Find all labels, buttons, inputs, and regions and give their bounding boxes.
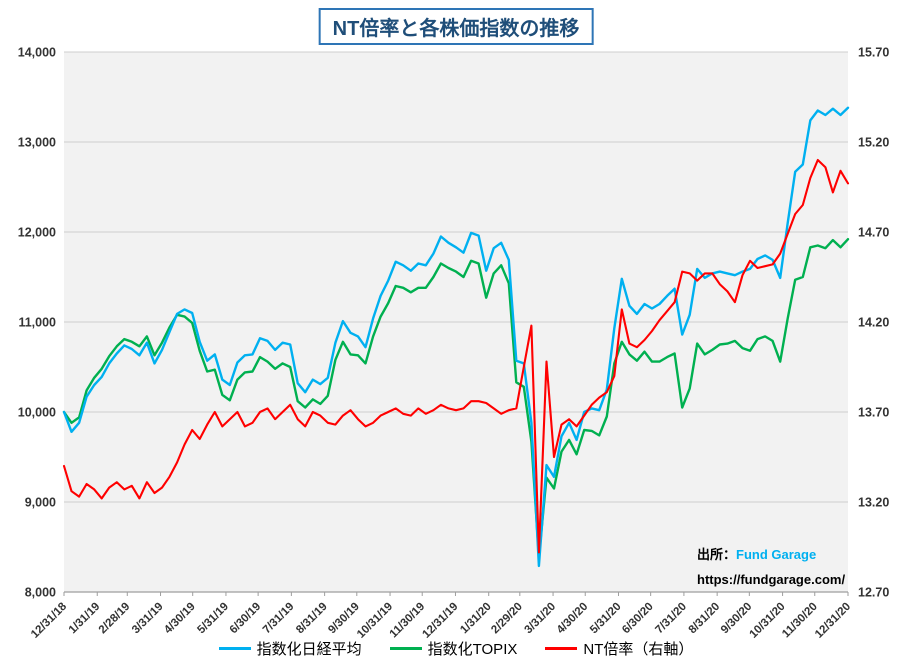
right-axis-tick-label: 14.70 [858, 226, 889, 240]
right-axis-tick-label: 15.20 [858, 136, 889, 150]
chart-title: NT倍率と各株価指数の推移 [318, 8, 594, 45]
x-axis-tick-label: 2/28/19 [97, 601, 133, 637]
right-axis-tick-label: 13.20 [858, 496, 889, 510]
source-url: https://fundgarage.com/ [697, 572, 846, 588]
topix-line-swatch [389, 647, 422, 650]
x-axis-tick-label: 6/30/20 [620, 601, 656, 637]
legend: 指数化日経平均 指数化TOPIX NT倍率（右軸） [0, 638, 912, 659]
x-axis-tick-label: 5/31/19 [195, 601, 231, 637]
nt-ratio-line [62, 158, 850, 554]
left-axis-tick-label: 14,000 [18, 46, 56, 60]
source-line: 出所：Fund Garage [697, 542, 845, 567]
x-axis-tick-label: 3/31/19 [130, 601, 166, 637]
x-axis-tick-label: 12/31/19 [420, 601, 460, 641]
x-axis-tick-label: 10/31/20 [748, 601, 788, 641]
x-axis-tick-label: 4/30/20 [555, 601, 591, 637]
topix-line [62, 237, 850, 559]
x-axis-tick-label: 12/31/18 [29, 600, 70, 641]
nikkei-line-swatch [218, 647, 251, 650]
legend-item-nikkei: 指数化日経平均 [218, 638, 362, 659]
source-note: 出所：Fund Garage https://fundgarage.com/ [697, 542, 845, 593]
right-axis-tick-label: 12.70 [858, 586, 889, 600]
x-axis-tick-label: 1/31/19 [67, 601, 103, 637]
left-axis-tick-label: 8,000 [25, 586, 56, 600]
x-axis-tick-label: 7/31/20 [653, 601, 689, 637]
legend-item-nt-ratio: NT倍率（右軸） [545, 638, 693, 659]
left-axis-tick-label: 12,000 [18, 226, 56, 240]
legend-label-nikkei: 指数化日経平均 [256, 641, 362, 658]
x-axis-tick-label: 2/29/20 [489, 601, 525, 637]
legend-label-nt-ratio: NT倍率（右軸） [583, 641, 694, 658]
x-axis-tick-label: 12/31/20 [813, 601, 853, 641]
x-axis-tick-label: 6/30/19 [228, 601, 264, 637]
right-axis-tick-label: 15.70 [858, 46, 889, 60]
x-axis-tick-label: 8/31/20 [687, 601, 723, 637]
x-axis-tick-label: 1/31/20 [458, 601, 494, 637]
right-axis-tick-label: 13.70 [858, 406, 889, 420]
legend-label-topix: 指数化TOPIX [427, 641, 518, 658]
x-axis-tick-label: 5/31/20 [588, 601, 624, 637]
x-axis-tick-label: 4/30/19 [162, 601, 198, 637]
source-brand: Fund Garage [736, 547, 817, 562]
legend-item-topix: 指数化TOPIX [389, 638, 518, 659]
source-prefix: 出所： [697, 547, 737, 562]
left-axis-tick-label: 13,000 [18, 136, 56, 150]
x-axis-tick-label: 3/31/20 [523, 601, 559, 637]
x-axis-tick-label: 8/31/19 [294, 601, 330, 637]
left-axis-tick-label: 10,000 [18, 406, 56, 420]
right-axis-tick-label: 14.20 [858, 316, 889, 330]
x-axis-tick-label: 7/31/19 [261, 601, 297, 637]
left-axis-tick-label: 9,000 [25, 496, 56, 510]
nt-ratio-line-swatch [545, 647, 578, 650]
nikkei-line [62, 106, 850, 568]
left-axis-tick-label: 11,000 [18, 316, 56, 330]
